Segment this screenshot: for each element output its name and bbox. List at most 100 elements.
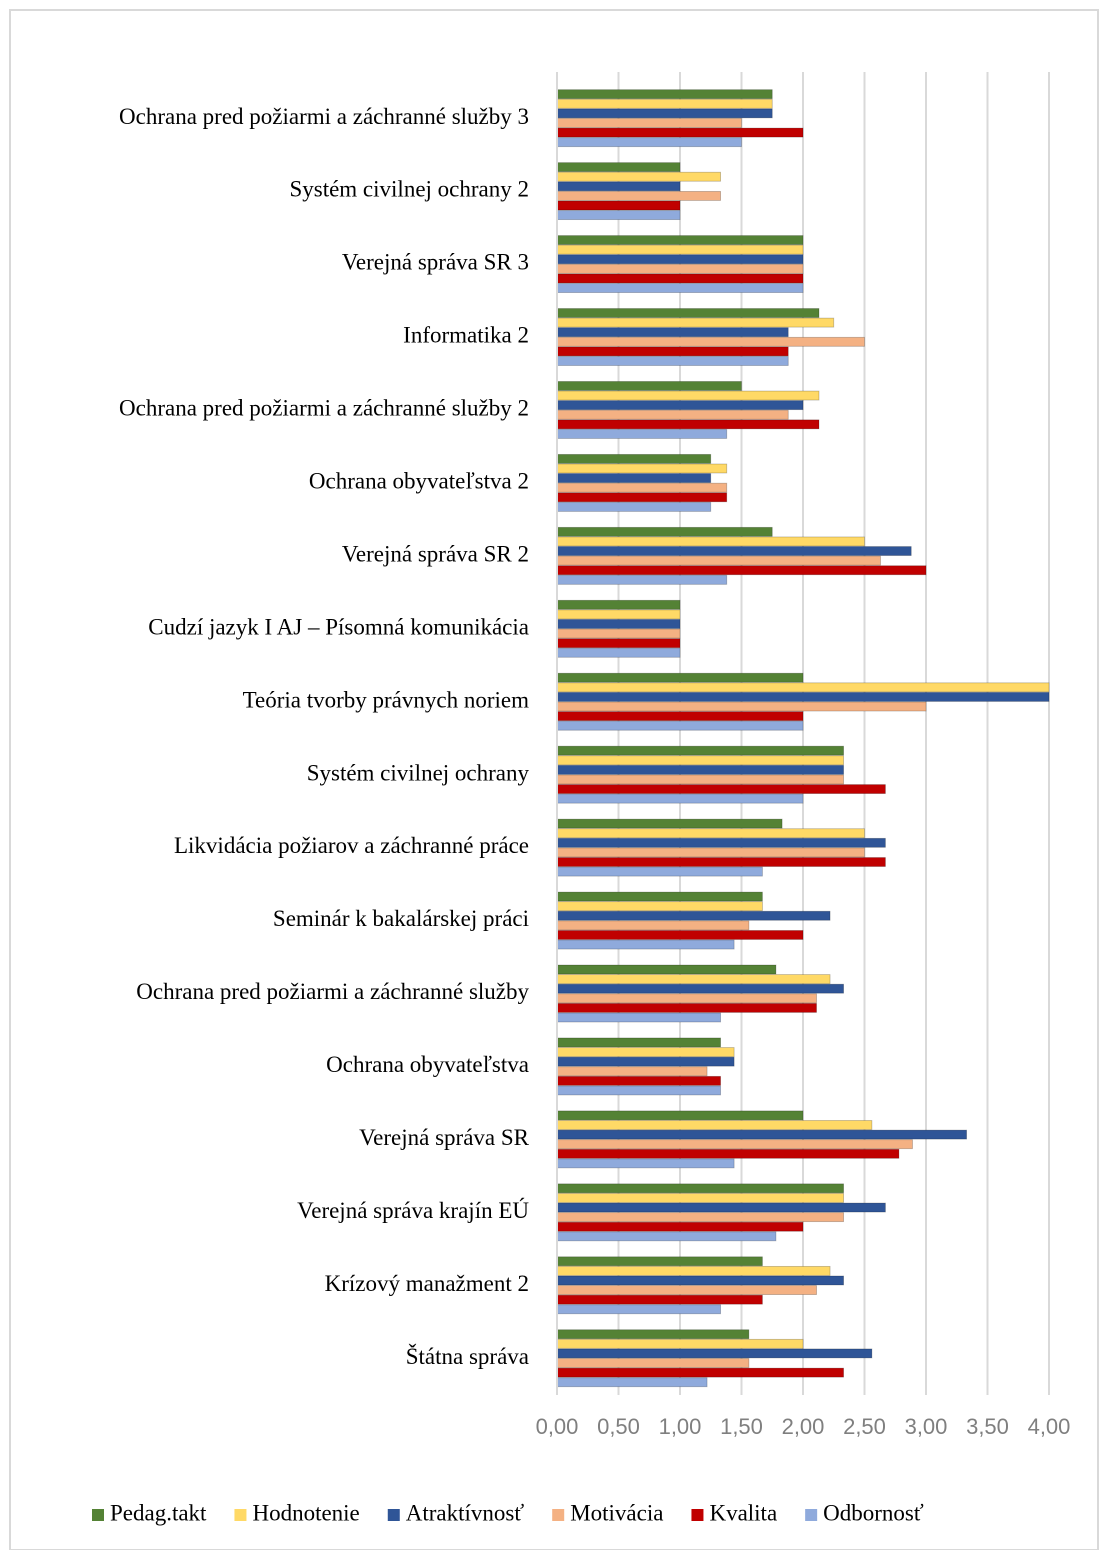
- bar: [556, 273, 804, 284]
- legend-label: Kvalita: [709, 1500, 777, 1525]
- bar: [556, 235, 804, 245]
- bar: [556, 1056, 735, 1067]
- x-tick-label: 2,50: [843, 1414, 886, 1439]
- bar: [556, 920, 750, 931]
- legend-label: Odbornosť: [823, 1500, 924, 1525]
- y-tick-label: Verejná správa SR: [359, 1125, 530, 1150]
- bar: [556, 619, 681, 629]
- y-tick-label: Informatika 2: [403, 323, 529, 348]
- bar: [556, 210, 681, 221]
- x-tick-label: 0,00: [536, 1414, 579, 1439]
- bar: [556, 381, 742, 391]
- x-tick-label: 2,00: [782, 1414, 825, 1439]
- bar: [556, 1066, 708, 1077]
- y-tick-label: Systém civilnej ochrany: [307, 760, 530, 785]
- bar: [556, 346, 789, 357]
- bar: [556, 891, 763, 902]
- y-tick-label: Cudzí jazyk I AJ – Písomná komunikácia: [148, 614, 529, 639]
- bar: [556, 1231, 777, 1242]
- bar: [556, 162, 681, 173]
- bar: [556, 774, 844, 785]
- bar: [556, 672, 804, 683]
- y-tick-label: Systém civilnej ochrany 2: [289, 177, 529, 202]
- legend-swatch: [805, 1509, 818, 1521]
- bar: [556, 974, 831, 985]
- bar: [556, 692, 1050, 702]
- legend-swatch: [691, 1509, 704, 1521]
- bar: [556, 609, 681, 620]
- bar: [556, 599, 681, 610]
- x-tick-label: 1,00: [659, 1414, 702, 1439]
- bar: [556, 1148, 900, 1159]
- bar: [556, 419, 820, 430]
- bar: [556, 89, 773, 100]
- bar: [556, 1358, 750, 1368]
- bar: [556, 482, 728, 493]
- bar: [556, 847, 865, 858]
- y-tick-label: Ochrana pred požiarmi a záchranné služby…: [119, 396, 529, 421]
- bar: [556, 1129, 967, 1140]
- bar: [556, 137, 742, 148]
- bar: [556, 1212, 844, 1223]
- y-tick-label: Verejná správa krajín EÚ: [297, 1197, 529, 1223]
- bar: [556, 1377, 708, 1388]
- bar: [556, 1329, 750, 1340]
- bar: [556, 901, 763, 912]
- bar: [556, 828, 865, 839]
- y-tick-label: Verejná správa SR 3: [342, 250, 529, 275]
- bar: [556, 682, 1050, 693]
- y-tick-label: Ochrana pred požiarmi a záchranné služby: [136, 979, 529, 1004]
- bar: [556, 390, 820, 401]
- bar: [556, 1183, 844, 1194]
- bar: [556, 930, 804, 940]
- bar: [556, 108, 773, 119]
- bar: [556, 127, 804, 138]
- bar: [556, 254, 804, 265]
- bar: [556, 1265, 831, 1276]
- bar: [556, 711, 804, 722]
- bar: [556, 336, 865, 347]
- bar: [556, 1012, 721, 1023]
- bar: [556, 647, 681, 658]
- bar: [556, 745, 844, 756]
- bar: [556, 98, 773, 109]
- bar: [556, 1367, 844, 1378]
- y-tick-label: Ochrana obyvateľstva: [326, 1052, 529, 1077]
- x-tick-label: 1,50: [720, 1414, 763, 1439]
- bar: [556, 400, 804, 411]
- bar: [556, 1158, 735, 1169]
- bar: [556, 555, 881, 566]
- bar: [556, 1338, 804, 1349]
- bar: [556, 492, 728, 503]
- bar: [556, 1193, 844, 1203]
- bar: [556, 181, 681, 192]
- bar: [556, 764, 844, 775]
- bar: [556, 1110, 804, 1121]
- bar: [556, 1202, 886, 1213]
- bar: [556, 200, 681, 211]
- bar: [556, 993, 817, 1004]
- bar: [556, 501, 712, 512]
- bar: [556, 1120, 873, 1130]
- y-tick-label: Ochrana obyvateľstva 2: [309, 468, 529, 493]
- bar: [556, 1139, 913, 1150]
- bar: [556, 837, 886, 848]
- x-tick-label: 3,00: [905, 1414, 948, 1439]
- y-tick-label: Teória tvorby právnych noriem: [243, 687, 530, 712]
- bar: [556, 1348, 873, 1359]
- bar: [556, 429, 728, 439]
- bar: [556, 118, 742, 128]
- legend-swatch: [92, 1509, 104, 1521]
- bar: [556, 308, 820, 318]
- bar: [556, 720, 804, 731]
- bar: [556, 1221, 804, 1232]
- bar: [556, 317, 835, 328]
- bar: [556, 638, 681, 649]
- bar: [556, 910, 831, 921]
- legend-label: Pedag.takt: [110, 1500, 207, 1525]
- x-tick-label: 0,50: [597, 1414, 640, 1439]
- y-tick-label: Krízový manažment 2: [325, 1271, 529, 1296]
- chart-frame: [9, 9, 1099, 1550]
- bar: [556, 244, 804, 255]
